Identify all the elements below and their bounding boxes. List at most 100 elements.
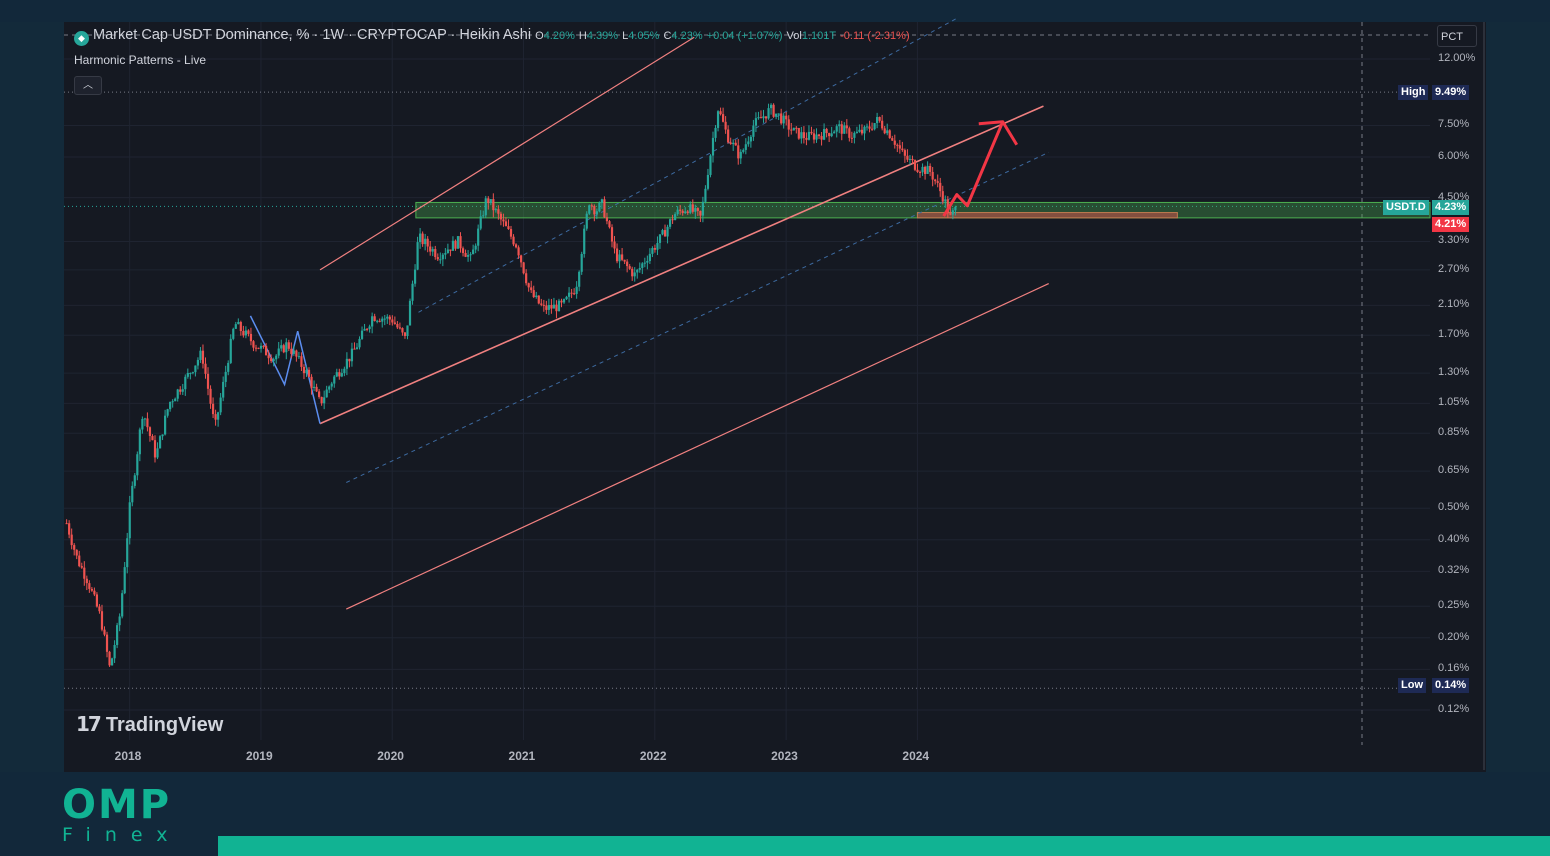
- collapse-indicators-button[interactable]: ︿: [74, 76, 102, 95]
- y-tick-label: 2.10%: [1438, 298, 1470, 311]
- candle-body: [391, 319, 394, 323]
- candle-body: [219, 397, 222, 413]
- candle-body: [727, 129, 730, 143]
- candle-body: [105, 634, 109, 652]
- candle-body: [282, 345, 285, 353]
- y-tick-label: 1.30%: [1438, 366, 1470, 379]
- last-price-tag: 4.23%: [1432, 200, 1470, 215]
- candle-body: [944, 199, 947, 202]
- high-tag-value: 9.49%: [1432, 85, 1470, 100]
- candle-body: [883, 128, 886, 134]
- candle-body: [211, 403, 215, 415]
- candle-body: [676, 209, 679, 215]
- candle-body: [315, 386, 318, 392]
- candle-body: [365, 328, 369, 330]
- candle-body: [906, 155, 909, 160]
- candle-body: [709, 155, 712, 175]
- candle-body: [287, 342, 290, 349]
- candle-body: [525, 273, 528, 284]
- candle-body: [684, 211, 687, 214]
- candle-body: [393, 322, 396, 324]
- candle-body: [262, 345, 265, 347]
- candle-body: [699, 210, 702, 216]
- candle-body: [113, 644, 116, 659]
- candle-body: [547, 304, 550, 310]
- legend-vol-label: Vol: [786, 30, 802, 42]
- candle-body: [742, 149, 745, 152]
- y-tick-label: 4.50%: [1438, 190, 1470, 203]
- candle-body: [691, 204, 694, 212]
- candle-body: [881, 120, 884, 129]
- candle-body: [719, 111, 722, 115]
- candle-body: [461, 248, 465, 254]
- candle-body: [876, 117, 879, 124]
- candle-body: [186, 373, 189, 377]
- candle-body: [939, 182, 942, 192]
- candle-body: [153, 440, 157, 458]
- candle-body: [868, 126, 871, 129]
- candle-body: [381, 318, 384, 322]
- candle-body: [416, 242, 419, 270]
- candle-body: [522, 262, 525, 274]
- x-tick-label: 2020: [377, 749, 404, 763]
- candle-body: [358, 338, 361, 348]
- y-tick-label: 0.12%: [1438, 703, 1470, 715]
- candle-body: [588, 205, 591, 214]
- candle-body: [232, 328, 235, 339]
- scale-mode-button[interactable]: PCT: [1437, 25, 1477, 47]
- candle-body: [151, 435, 154, 441]
- candle-body: [507, 226, 510, 230]
- candle-body: [401, 328, 404, 333]
- candle-body: [376, 320, 379, 322]
- candle-body: [335, 372, 338, 377]
- candle-body: [567, 292, 571, 297]
- y-tick-label: 3.30%: [1438, 234, 1470, 247]
- candle-body: [209, 388, 212, 404]
- candle-body: [686, 211, 689, 213]
- indicator-label[interactable]: Harmonic Patterns - Live: [74, 53, 207, 67]
- candle-body: [643, 262, 646, 264]
- candle-body: [189, 372, 192, 374]
- candle-body: [80, 566, 83, 568]
- candle-body: [434, 249, 437, 258]
- y-tick-label: 0.65%: [1438, 464, 1470, 477]
- candle-body: [870, 128, 874, 130]
- candle-body: [641, 263, 644, 268]
- candle-body: [78, 555, 81, 567]
- legend-close-label: C: [663, 30, 672, 42]
- candle-body: [590, 205, 593, 207]
- chart-panel[interactable]: [64, 22, 1486, 772]
- candle-body: [373, 316, 376, 321]
- candle-body: [674, 214, 677, 221]
- candle-body: [477, 228, 480, 246]
- candle-body: [802, 132, 805, 139]
- candle-body: [194, 365, 197, 373]
- candle-body: [593, 205, 596, 215]
- candle-body: [893, 140, 896, 145]
- candle-body: [888, 130, 891, 139]
- candle-body: [663, 230, 667, 237]
- candle-body: [780, 113, 783, 124]
- channel-dashed-upper: [418, 17, 958, 313]
- candle-body: [737, 145, 740, 159]
- candle-body: [578, 271, 581, 287]
- candle-body: [540, 303, 543, 305]
- candle-body: [244, 330, 247, 336]
- candle-body: [754, 118, 758, 126]
- candle-body: [514, 244, 518, 248]
- tradingview-logo[interactable]: 17 TradingView: [76, 712, 223, 737]
- candle-body: [492, 199, 495, 211]
- candle-body: [419, 233, 422, 243]
- candle-body: [242, 330, 245, 336]
- candle-body: [353, 348, 356, 350]
- candle-body: [610, 227, 614, 242]
- candle-body: [292, 350, 295, 354]
- legend-vol-change: -0.11 (-2.31%): [840, 30, 910, 42]
- legend-open-label: O: [535, 30, 544, 42]
- candle-body: [931, 171, 934, 180]
- candle-body: [108, 651, 111, 666]
- candle-body: [769, 104, 773, 109]
- candle-body: [835, 126, 838, 132]
- candle-body: [903, 150, 906, 156]
